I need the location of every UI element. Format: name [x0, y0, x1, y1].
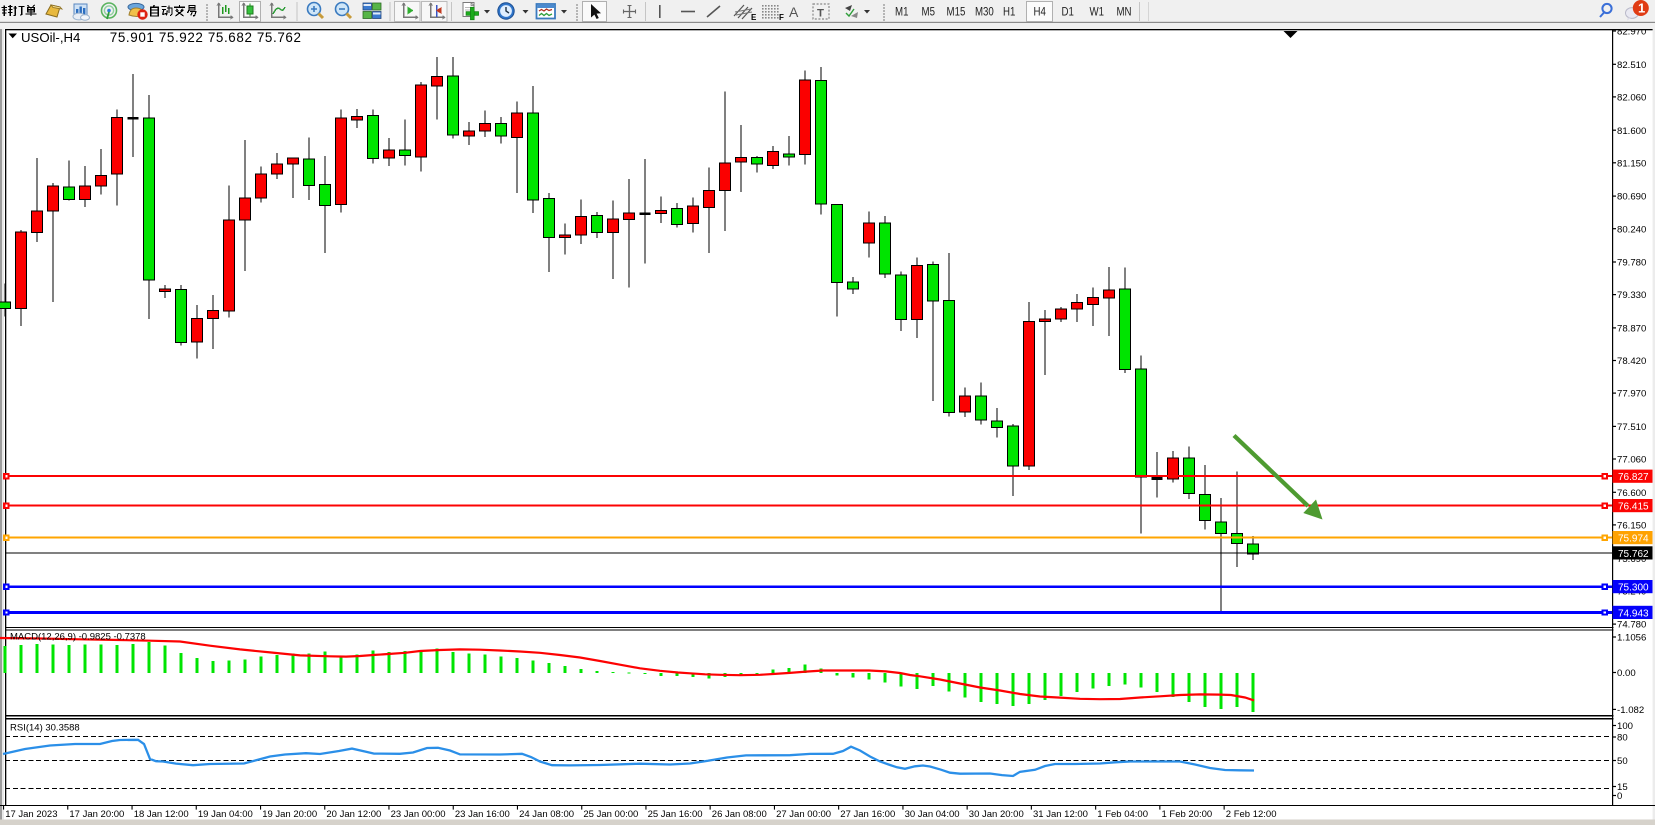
svg-text:MN: MN — [1117, 6, 1132, 19]
svg-text:0.00: 0.00 — [1617, 668, 1636, 679]
svg-text:74.780: 74.780 — [1617, 620, 1646, 631]
svg-text:26 Jan 08:00: 26 Jan 08:00 — [712, 809, 767, 820]
svg-text:15: 15 — [1617, 782, 1628, 793]
svg-text:27 Jan 00:00: 27 Jan 00:00 — [776, 809, 831, 820]
svg-text:75.300: 75.300 — [1618, 583, 1649, 594]
svg-text:23 Jan 00:00: 23 Jan 00:00 — [391, 809, 446, 820]
svg-text:W1: W1 — [1090, 6, 1105, 19]
svg-text:A: A — [789, 4, 799, 20]
svg-text:78.870: 78.870 — [1617, 324, 1646, 335]
svg-text:81.600: 81.600 — [1617, 126, 1646, 137]
svg-text:RSI(14) 30.3588: RSI(14) 30.3588 — [10, 723, 80, 734]
svg-text:77.060: 77.060 — [1617, 455, 1646, 466]
svg-text:80.240: 80.240 — [1617, 224, 1646, 235]
svg-text:2 Feb 12:00: 2 Feb 12:00 — [1226, 809, 1277, 820]
svg-text:50: 50 — [1617, 756, 1628, 767]
svg-text:81.150: 81.150 — [1617, 158, 1646, 169]
svg-text:M1: M1 — [895, 6, 908, 19]
svg-text:MACD(12,26,9) -0.9825 -0.7378: MACD(12,26,9) -0.9825 -0.7378 — [10, 632, 146, 643]
svg-text:H4: H4 — [1034, 6, 1046, 19]
svg-text:79.330: 79.330 — [1617, 290, 1646, 301]
svg-text:1 Feb 20:00: 1 Feb 20:00 — [1162, 809, 1213, 820]
svg-text:18 Jan 12:00: 18 Jan 12:00 — [134, 809, 189, 820]
svg-text:27 Jan 16:00: 27 Jan 16:00 — [840, 809, 895, 820]
svg-text:1: 1 — [1638, 1, 1645, 16]
svg-text:100: 100 — [1617, 721, 1633, 732]
svg-text:24 Jan 08:00: 24 Jan 08:00 — [519, 809, 574, 820]
svg-text:82.060: 82.060 — [1617, 93, 1646, 104]
svg-text:17 Jan 20:00: 17 Jan 20:00 — [69, 809, 124, 820]
svg-text:M30: M30 — [975, 6, 994, 19]
svg-text:75.974: 75.974 — [1618, 534, 1649, 545]
svg-text:76.150: 76.150 — [1617, 521, 1646, 532]
svg-text:M15: M15 — [947, 6, 966, 19]
svg-text:30 Jan 20:00: 30 Jan 20:00 — [969, 809, 1024, 820]
svg-text:77.510: 77.510 — [1617, 422, 1646, 433]
svg-text:76.415: 76.415 — [1618, 502, 1649, 513]
svg-text:82.510: 82.510 — [1617, 60, 1646, 71]
svg-text:74.943: 74.943 — [1618, 608, 1649, 619]
svg-text:D1: D1 — [1061, 6, 1073, 19]
svg-text:76.827: 76.827 — [1618, 472, 1649, 483]
svg-text:1.1056: 1.1056 — [1617, 633, 1646, 644]
svg-text:H1: H1 — [1003, 6, 1015, 19]
svg-text:17 Jan 2023: 17 Jan 2023 — [5, 809, 57, 820]
svg-text:82.970: 82.970 — [1617, 27, 1646, 38]
svg-text:M5: M5 — [922, 6, 935, 19]
svg-text:19 Jan 20:00: 19 Jan 20:00 — [262, 809, 317, 820]
svg-text:20 Jan 12:00: 20 Jan 12:00 — [326, 809, 381, 820]
svg-text:F: F — [779, 13, 784, 22]
svg-text:31 Jan 12:00: 31 Jan 12:00 — [1033, 809, 1088, 820]
svg-text:80.690: 80.690 — [1617, 192, 1646, 203]
svg-text:19 Jan 04:00: 19 Jan 04:00 — [198, 809, 253, 820]
svg-text:T: T — [817, 8, 824, 20]
svg-text:-1.082: -1.082 — [1617, 705, 1644, 716]
svg-text:75.762: 75.762 — [1618, 549, 1649, 560]
svg-text:0: 0 — [1617, 791, 1622, 802]
svg-text:25 Jan 16:00: 25 Jan 16:00 — [648, 809, 703, 820]
svg-text:30 Jan 04:00: 30 Jan 04:00 — [905, 809, 960, 820]
svg-text:80: 80 — [1617, 733, 1628, 744]
svg-text:USOil-,H4: USOil-,H4 — [21, 30, 80, 45]
svg-text:79.780: 79.780 — [1617, 258, 1646, 269]
svg-text:1 Feb 04:00: 1 Feb 04:00 — [1097, 809, 1148, 820]
svg-text:E: E — [751, 13, 757, 22]
svg-text:25 Jan 00:00: 25 Jan 00:00 — [583, 809, 638, 820]
svg-text:23 Jan 16:00: 23 Jan 16:00 — [455, 809, 510, 820]
svg-text:75.901 75.922 75.682 75.762: 75.901 75.922 75.682 75.762 — [110, 30, 302, 45]
svg-text:78.420: 78.420 — [1617, 356, 1646, 367]
svg-text:76.600: 76.600 — [1617, 488, 1646, 499]
svg-text:77.970: 77.970 — [1617, 389, 1646, 400]
